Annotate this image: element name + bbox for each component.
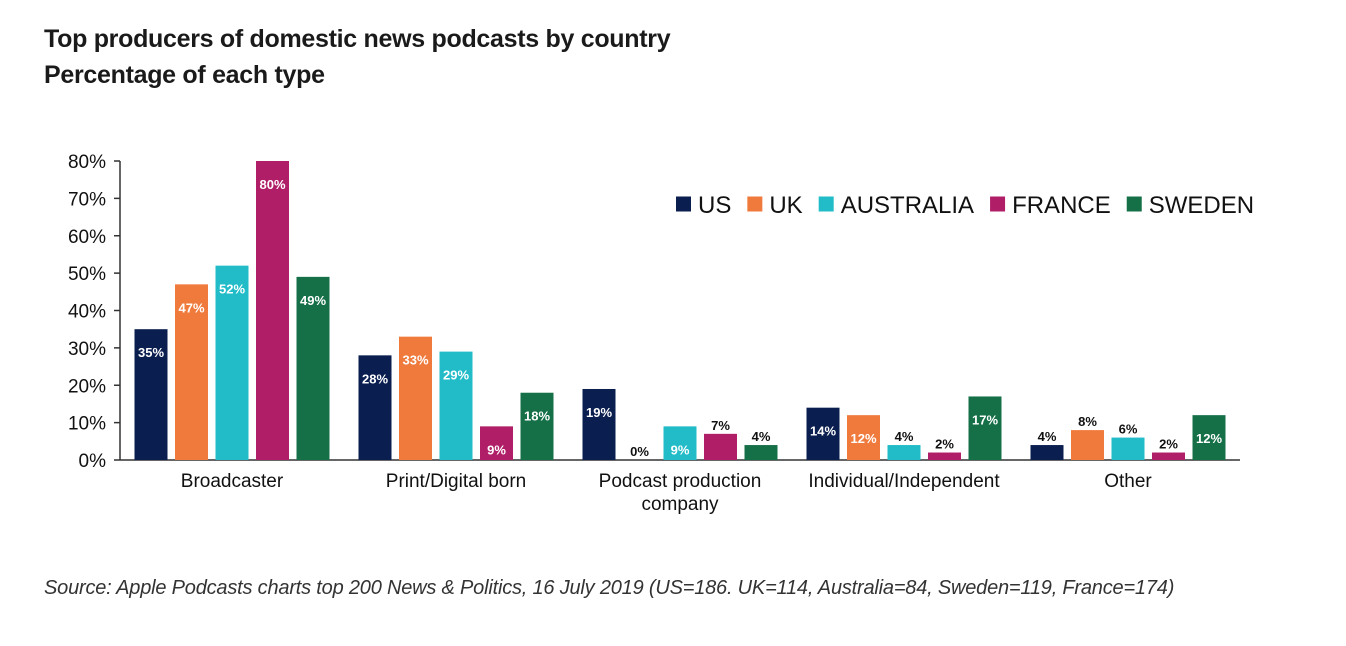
bar-france <box>256 161 289 460</box>
y-tick-label: 20% <box>68 376 106 397</box>
data-label: 35% <box>138 345 164 360</box>
bar-us <box>358 355 392 460</box>
data-label: 9% <box>487 442 506 457</box>
y-tick-label: 70% <box>68 189 106 210</box>
data-label: 28% <box>362 371 388 386</box>
source-note: Source: Apple Podcasts charts top 200 Ne… <box>44 577 1175 599</box>
data-label: 2% <box>1159 437 1178 452</box>
data-label: 17% <box>972 412 998 427</box>
data-label: 49% <box>300 293 326 308</box>
legend-swatch-australia <box>818 196 834 212</box>
data-label: 0% <box>630 444 649 459</box>
bar-france <box>480 426 513 460</box>
bar-sweden <box>296 276 330 460</box>
bar-us <box>582 388 616 460</box>
bar-us <box>134 329 168 460</box>
chart-subtitle: Percentage of each type <box>44 61 325 89</box>
legend-swatch-france <box>990 196 1006 212</box>
bar-us <box>806 407 840 460</box>
bar-australia <box>1111 437 1145 460</box>
data-label: 18% <box>524 409 550 424</box>
category-label: company <box>641 494 719 515</box>
data-label: 7% <box>711 418 730 433</box>
data-label: 12% <box>1196 431 1222 446</box>
data-label: 33% <box>402 353 428 368</box>
y-tick-label: 10% <box>68 414 106 435</box>
y-tick-label: 30% <box>68 339 106 360</box>
bar-sweden <box>520 392 554 460</box>
legend-swatch-uk <box>747 196 763 212</box>
bar-france <box>704 433 737 460</box>
data-label: 29% <box>443 368 469 383</box>
bar-uk <box>1071 430 1104 460</box>
bar-sweden <box>968 396 1002 460</box>
bar-sweden <box>744 445 778 460</box>
data-label: 6% <box>1119 422 1138 437</box>
data-label: 4% <box>895 429 914 444</box>
data-label: 4% <box>1038 429 1057 444</box>
data-label: 19% <box>586 405 612 420</box>
y-tick-label: 50% <box>68 264 106 285</box>
legend-swatch-us <box>676 196 691 212</box>
data-label: 2% <box>935 437 954 452</box>
bar-uk <box>847 415 880 460</box>
y-tick-label: 80% <box>68 152 106 173</box>
bar-uk <box>399 336 432 460</box>
legend-label-us: US <box>698 192 731 219</box>
y-tick-label: 40% <box>68 302 106 323</box>
category-label: Individual/Independent <box>808 471 1000 492</box>
category-label: Print/Digital born <box>386 471 526 492</box>
bar-australia <box>215 265 249 460</box>
category-label: Podcast production <box>599 471 762 492</box>
bar-france <box>928 452 961 460</box>
bar-australia <box>439 351 473 460</box>
data-label: 8% <box>1078 414 1097 429</box>
legend-swatch-sweden <box>1126 196 1142 212</box>
data-label: 14% <box>810 424 836 439</box>
bar-us <box>1030 445 1064 460</box>
bar-france <box>1152 452 1185 460</box>
bar-australia <box>887 445 921 460</box>
category-label: Broadcaster <box>181 471 284 492</box>
data-label: 9% <box>671 442 690 457</box>
data-label: 4% <box>752 429 771 444</box>
data-label: 12% <box>850 431 876 446</box>
y-tick-label: 0% <box>79 451 107 472</box>
legend-label-sweden: SWEDEN <box>1149 192 1254 219</box>
legend-label-australia: AUSTRALIA <box>841 192 974 219</box>
chart-title: Top producers of domestic news podcasts … <box>44 25 671 53</box>
data-label: 47% <box>178 300 204 315</box>
legend-label-uk: UK <box>769 192 802 219</box>
bar-uk <box>175 284 208 460</box>
bar-chart: 0% 10% 20% 30% 40% 50% 60% 70% 80% 35% 47% 52% 80% 49… <box>68 152 1254 515</box>
data-label: 80% <box>259 177 285 192</box>
bar-australia <box>663 426 697 460</box>
legend-label-france: FRANCE <box>1012 192 1111 219</box>
y-tick-label: 60% <box>68 227 106 248</box>
data-label: 52% <box>219 282 245 297</box>
category-label: Other <box>1104 471 1152 492</box>
bar-sweden <box>1192 415 1226 460</box>
